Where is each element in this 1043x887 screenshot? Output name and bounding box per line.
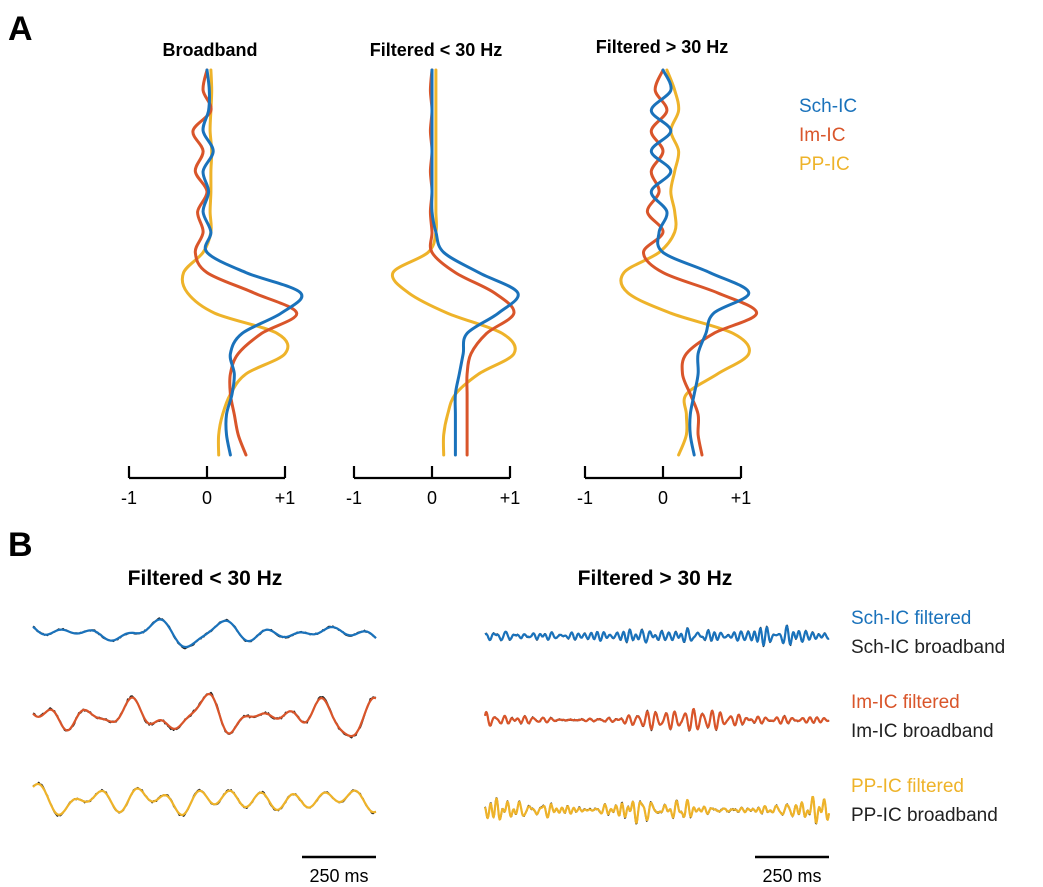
scalebar-right-label: 250 ms: [762, 866, 821, 886]
legend-a-im-ic: Im-IC: [799, 125, 845, 146]
trace-filtered-30-hz-pp-ic-filtered: [483, 795, 831, 825]
panel-a-broadband-title: Broadband: [162, 40, 257, 60]
profile-filtered-30-hz-sch-ic: [430, 68, 520, 457]
x-tick-label-filtered-30-hz-0: -1: [577, 488, 593, 508]
panel-b-traces: [32, 617, 831, 825]
x-tick-label-filtered-30-hz-2: +1: [500, 488, 521, 508]
panel-a-profiles: [180, 68, 759, 457]
trace-filtered-30-hz-sch-ic-filtered: [484, 624, 830, 647]
panel-b-highpass-title: Filtered > 30 Hz: [578, 567, 733, 590]
legend-a-pp-ic: PP-IC: [799, 154, 850, 175]
x-tick-label-broadband-1: 0: [202, 488, 212, 508]
legend-b-sch-ic-broadband: Sch-IC broadband: [851, 637, 1005, 658]
trace-filtered-30-hz-im-ic-filtered: [32, 692, 377, 738]
x-tick-label-filtered-30-hz-2: +1: [731, 488, 752, 508]
trace-filtered-30-hz-sch-ic-broadband: [32, 617, 377, 650]
trace-filtered-30-hz-pp-ic-broadband: [484, 795, 830, 825]
x-tick-label-broadband-0: -1: [121, 488, 137, 508]
panel-label-b: B: [8, 526, 33, 564]
legend-a-sch-ic: Sch-IC: [799, 96, 857, 117]
legend-b-pp-ic-broadband: PP-IC broadband: [851, 805, 998, 826]
x-tick-label-filtered-30-hz-1: 0: [658, 488, 668, 508]
trace-filtered-30-hz-pp-ic-broadband: [32, 781, 376, 817]
panel-label-a: A: [8, 10, 33, 48]
panel-a-lowpass-title: Filtered < 30 Hz: [370, 40, 503, 60]
x-tick-label-filtered-30-hz-1: 0: [427, 488, 437, 508]
scalebar-left-label: 250 ms: [309, 866, 368, 886]
legend-b-pp-ic-filtered: PP-IC filtered: [851, 776, 964, 797]
profile-filtered-30-hz-im-ic: [428, 68, 516, 457]
profile-broadband-im-ic: [191, 68, 299, 457]
x-tick-label-filtered-30-hz-0: -1: [346, 488, 362, 508]
legend-b-im-ic-broadband: Im-IC broadband: [851, 721, 994, 742]
legend-b-im-ic-filtered: Im-IC filtered: [851, 692, 960, 713]
trace-filtered-30-hz-pp-ic-filtered: [32, 782, 377, 817]
panel-a-axes: -1 0 +1 -1 0 +1 -1 0 +1: [121, 466, 751, 508]
trace-filtered-30-hz-im-ic-filtered: [483, 707, 830, 732]
profile-filtered-30-hz-sch-ic: [649, 68, 751, 457]
trace-filtered-30-hz-sch-ic-filtered: [32, 618, 377, 649]
panel-a-highpass-title: Filtered > 30 Hz: [596, 37, 729, 57]
profile-filtered-30-hz-im-ic: [642, 68, 759, 457]
panel-b-lowpass-title: Filtered < 30 Hz: [128, 567, 283, 590]
legend-b-sch-ic-filtered: Sch-IC filtered: [851, 608, 971, 629]
x-tick-label-broadband-2: +1: [275, 488, 296, 508]
profile-broadband-sch-ic: [201, 68, 304, 457]
